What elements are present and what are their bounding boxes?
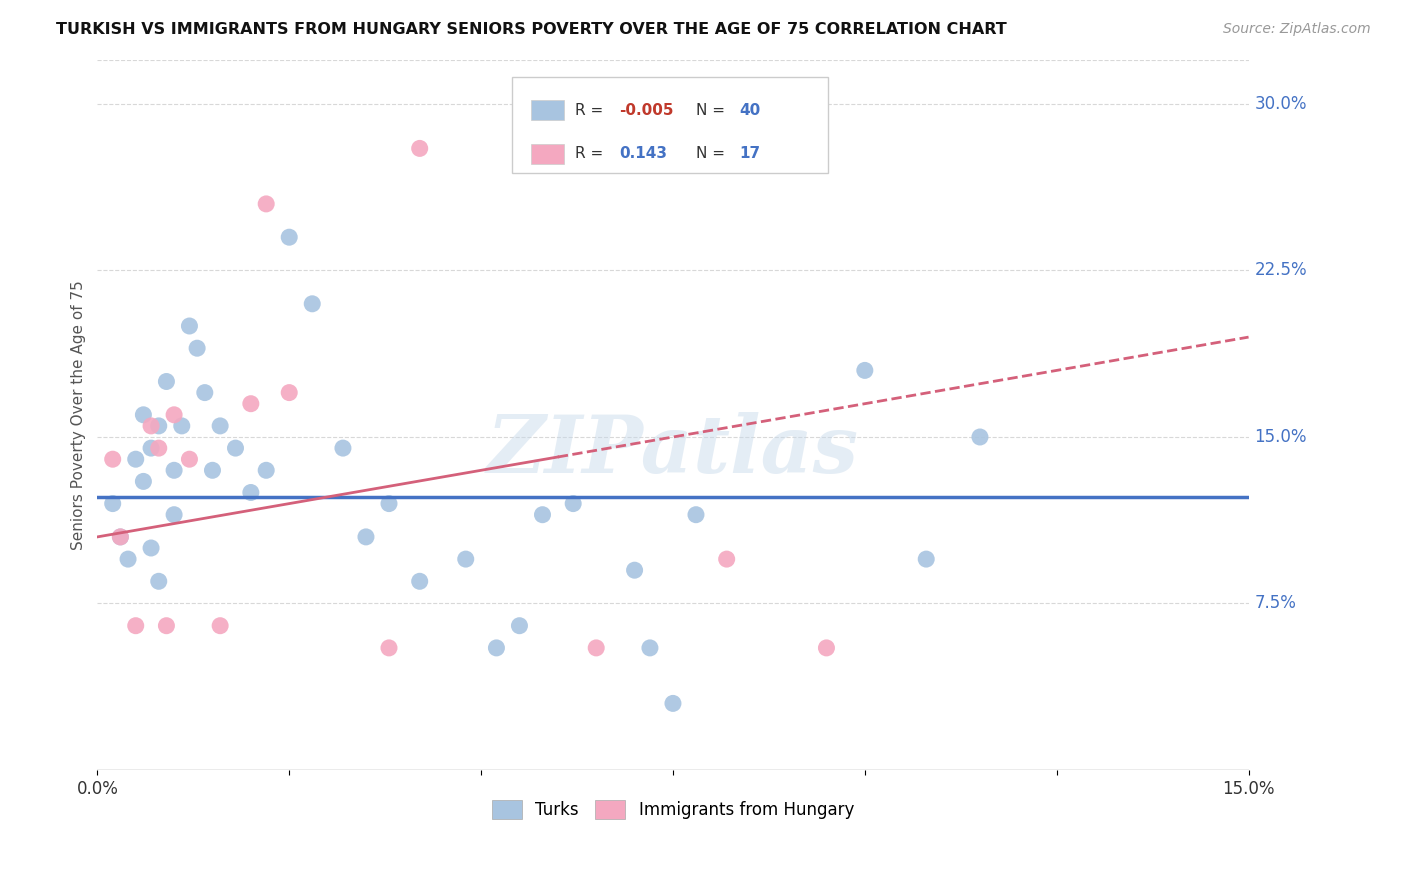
Point (132, 475, 155, 489)
Point (685, 508, 707, 522)
Text: N =: N = (696, 103, 730, 118)
Point (139, 441, 162, 455)
Point (278, 385, 301, 400)
Point (531, 508, 554, 522)
Point (170, 418, 193, 433)
Point (585, 640, 607, 655)
Point (101, 452, 124, 467)
Point (163, 463, 186, 477)
Point (139, 541, 162, 555)
Point (853, 363, 876, 377)
Text: 7.5%: 7.5% (1254, 594, 1296, 613)
Point (209, 618, 232, 632)
Text: 40: 40 (740, 103, 761, 118)
FancyBboxPatch shape (531, 100, 564, 120)
Point (125, 618, 148, 632)
Point (815, 640, 838, 655)
Point (485, 640, 508, 655)
Point (378, 640, 401, 655)
Point (132, 408, 155, 422)
Point (110, 530, 132, 544)
Point (638, 640, 661, 655)
Point (148, 574, 170, 589)
Point (409, 574, 432, 589)
Legend: Turks, Immigrants from Hungary: Turks, Immigrants from Hungary (485, 793, 860, 826)
Point (454, 552, 477, 566)
Text: 17: 17 (740, 146, 761, 161)
Point (254, 197, 277, 211)
Point (662, 697, 685, 711)
Point (186, 341, 208, 355)
Point (915, 552, 938, 566)
Point (163, 408, 186, 422)
Point (179, 318, 201, 333)
Point (354, 530, 377, 544)
Point (224, 441, 246, 455)
Point (201, 463, 224, 477)
Text: 22.5%: 22.5% (1254, 261, 1308, 279)
FancyBboxPatch shape (512, 78, 828, 173)
Text: 30.0%: 30.0% (1254, 95, 1306, 113)
Point (125, 452, 148, 467)
Point (155, 618, 177, 632)
Point (623, 563, 645, 577)
Point (254, 463, 277, 477)
Point (148, 418, 170, 433)
Point (301, 297, 323, 311)
Text: N =: N = (696, 146, 730, 161)
Text: 0.143: 0.143 (619, 146, 666, 161)
Text: -0.005: -0.005 (619, 103, 673, 118)
Point (562, 497, 585, 511)
Text: R =: R = (575, 146, 609, 161)
Point (179, 452, 201, 467)
Text: ZIPatlas: ZIPatlas (486, 411, 859, 489)
Point (209, 418, 232, 433)
Point (378, 497, 401, 511)
Point (278, 230, 301, 244)
Point (969, 430, 991, 444)
Point (110, 530, 132, 544)
Point (117, 552, 139, 566)
Point (101, 497, 124, 511)
Y-axis label: Seniors Poverty Over the Age of 75: Seniors Poverty Over the Age of 75 (72, 280, 86, 549)
Point (155, 375, 177, 389)
Point (239, 485, 262, 500)
Point (239, 397, 262, 411)
Point (332, 441, 354, 455)
Text: 15.0%: 15.0% (1254, 428, 1306, 446)
Point (409, 141, 432, 155)
FancyBboxPatch shape (531, 144, 564, 163)
Point (163, 508, 186, 522)
Point (194, 385, 217, 400)
Point (139, 418, 162, 433)
Point (148, 441, 170, 455)
Text: Source: ZipAtlas.com: Source: ZipAtlas.com (1223, 22, 1371, 37)
Text: R =: R = (575, 103, 609, 118)
Text: TURKISH VS IMMIGRANTS FROM HUNGARY SENIORS POVERTY OVER THE AGE OF 75 CORRELATIO: TURKISH VS IMMIGRANTS FROM HUNGARY SENIO… (56, 22, 1007, 37)
Point (716, 552, 738, 566)
Point (508, 618, 530, 632)
